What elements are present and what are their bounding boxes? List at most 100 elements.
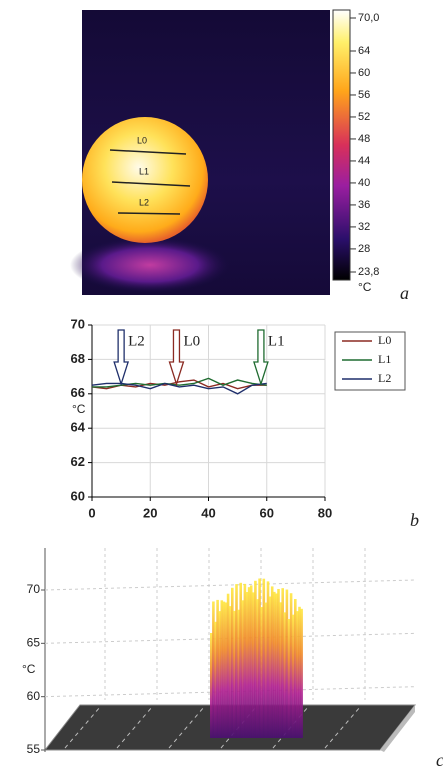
colorbar-tick-label: 56	[358, 89, 370, 101]
surface-spike	[266, 581, 270, 738]
surface-spike	[262, 578, 266, 738]
profile-line	[111, 181, 191, 187]
x-tick-label: 60	[260, 505, 274, 520]
z-tick-label: 65	[27, 636, 41, 650]
surface-spike	[222, 601, 226, 738]
surface-spike	[249, 585, 253, 738]
surface-spike	[279, 602, 282, 738]
floor-grid	[324, 706, 361, 749]
surface-spike	[281, 588, 284, 738]
colorbar-tick-label: 70,0	[358, 12, 379, 24]
colorbar-tick-label: 48	[358, 133, 370, 145]
surface-spike	[291, 614, 295, 738]
legend-label: L1	[378, 352, 391, 366]
surface-spike	[247, 587, 251, 738]
floor-grid	[168, 706, 205, 749]
floor-grid	[116, 706, 153, 749]
panel-label: a	[400, 283, 409, 303]
profile-label: L2	[139, 197, 149, 207]
surface-spike	[264, 602, 268, 738]
surface-spike	[226, 593, 230, 738]
grid-line	[44, 632, 416, 644]
surface-spike	[254, 580, 257, 738]
panel-label: c	[436, 750, 443, 767]
profile-label: L1	[139, 166, 149, 176]
y-axis-label: °C	[72, 402, 86, 416]
surface-spike	[231, 587, 234, 738]
surface-spike	[214, 621, 217, 738]
y-tick-label: 62	[71, 454, 85, 469]
surface-spike	[300, 608, 303, 738]
panel-a: L0 L1 L2 °C a	[70, 9, 409, 303]
surface-spike	[241, 600, 245, 738]
legend-label: L0	[378, 333, 391, 347]
colorbar-tick-label: 60	[358, 67, 370, 79]
colorbar-tick-label: 23,8	[358, 266, 379, 278]
panel-label: b	[410, 510, 419, 530]
y-tick-label: 68	[71, 351, 85, 366]
surface-spike	[289, 593, 293, 738]
annotation: L0	[183, 333, 200, 349]
surface-spike	[220, 600, 224, 738]
x-tick-label: 0	[88, 505, 95, 520]
surface-spike	[287, 618, 291, 738]
surface-spike	[277, 588, 280, 738]
sphere	[82, 117, 208, 243]
grid-line	[44, 579, 416, 591]
surface-spike	[298, 606, 301, 738]
x-tick-label: 40	[201, 505, 215, 520]
profile-line	[109, 149, 187, 155]
surface-spike	[252, 592, 255, 738]
surface-spike	[296, 611, 299, 738]
surface-spike	[210, 633, 213, 738]
surface-spike	[224, 602, 228, 738]
floor-edge	[380, 705, 415, 752]
surface-spike	[239, 582, 242, 738]
surface-spike	[216, 599, 219, 738]
grid-line	[44, 686, 416, 698]
z-tick-label: 55	[27, 742, 41, 756]
z-tick-label: 70	[27, 582, 41, 596]
legend-label: L2	[378, 371, 391, 385]
surface-spike	[268, 596, 272, 738]
colorbar-tick-label: 40	[358, 177, 370, 189]
surface-spike	[235, 584, 238, 738]
annotation: L1	[268, 333, 285, 349]
colorbar-tick-label: 32	[358, 221, 370, 233]
surface-spike	[285, 589, 289, 738]
y-tick-label: 64	[71, 420, 86, 435]
z-axis-label: °C	[22, 662, 36, 676]
surface-spike	[283, 612, 287, 738]
surface-spike	[212, 601, 215, 738]
annotation-arrow	[168, 329, 185, 387]
colorbar-tick-label: 52	[358, 111, 370, 123]
profile-line	[117, 212, 181, 215]
annotation-arrow	[253, 329, 269, 387]
surface-spike	[218, 611, 221, 738]
surface-spike	[273, 591, 276, 738]
reflection	[70, 237, 230, 293]
x-tick-label: 20	[143, 505, 157, 520]
y-tick-label: 66	[71, 385, 85, 400]
surface-spike	[228, 606, 232, 738]
profile-label: L0	[137, 135, 147, 145]
colorbar-tick-label: 28	[358, 243, 370, 255]
colorbar-unit: °C	[358, 280, 372, 294]
surface-spike	[260, 607, 263, 738]
y-tick-label: 60	[71, 488, 85, 503]
colorbar-tick-label: 64	[358, 45, 370, 57]
colorbar-tick-label: 36	[358, 199, 370, 211]
floor-grid	[64, 706, 101, 749]
colorbar-tick-label: 44	[358, 155, 370, 167]
surface-spike	[245, 592, 249, 738]
y-tick-label: 70	[71, 316, 85, 331]
surface-spike	[237, 609, 240, 738]
surface-spike	[270, 586, 274, 738]
surface-spike	[243, 583, 247, 738]
z-tick-label: 60	[27, 689, 41, 703]
colorbar	[332, 9, 351, 281]
surface-spike	[294, 599, 297, 738]
surface-spike	[258, 578, 261, 738]
annotation-arrow	[113, 329, 130, 387]
